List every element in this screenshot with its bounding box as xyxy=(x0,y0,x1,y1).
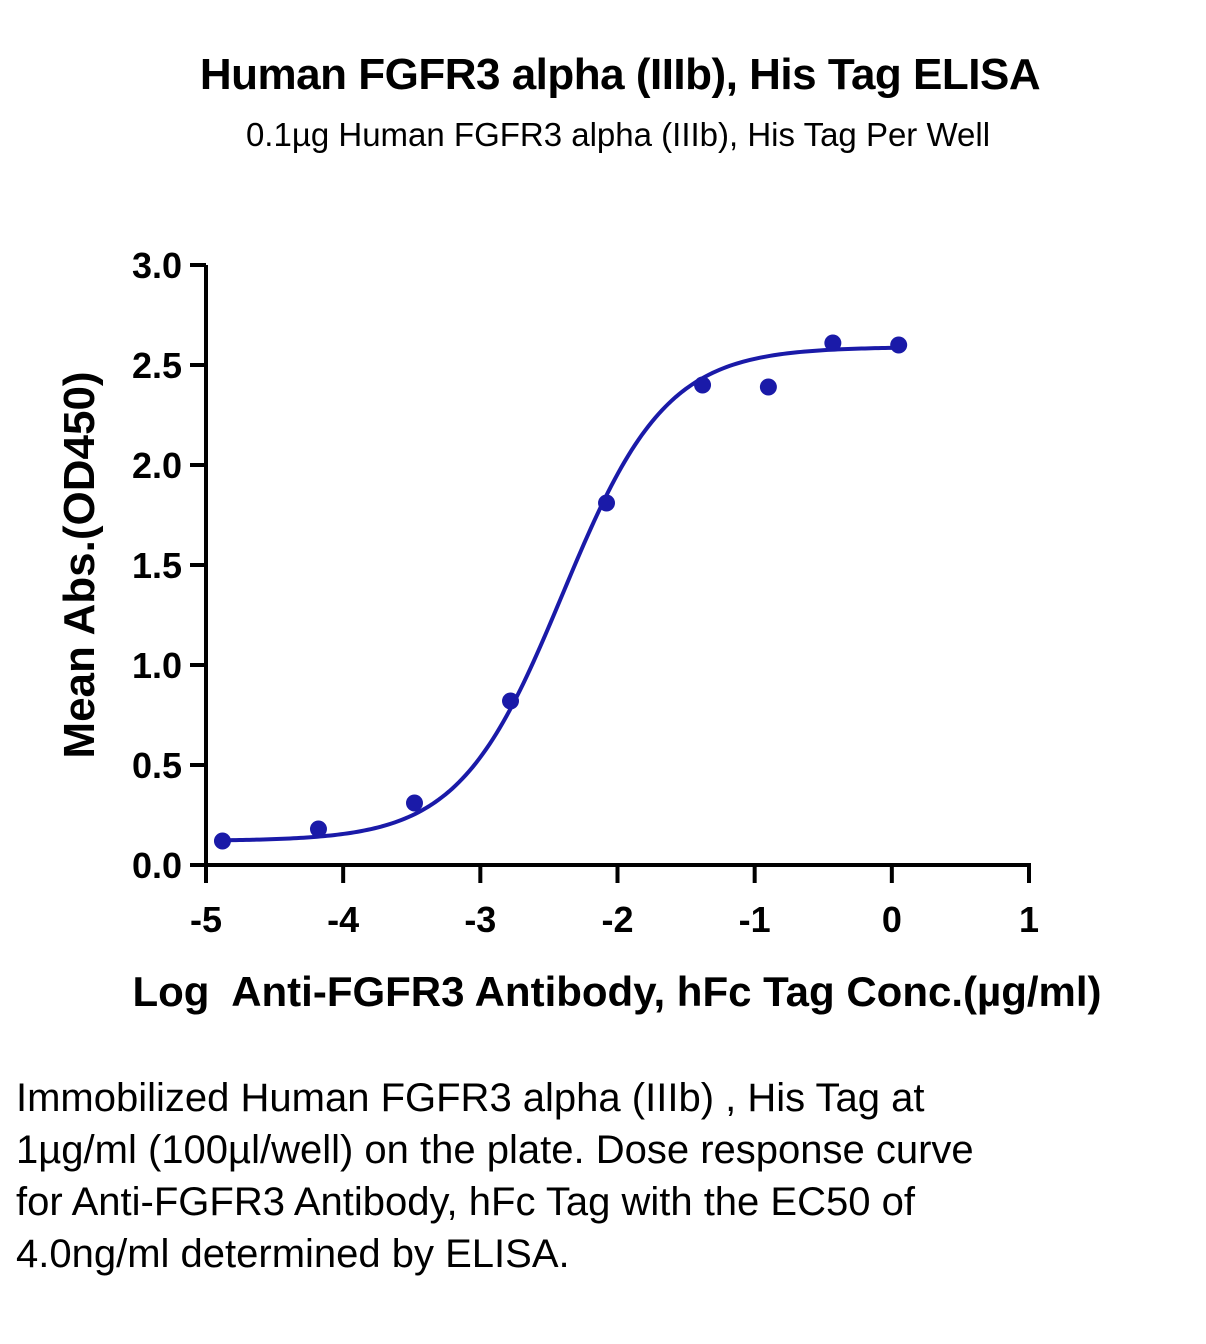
data-point xyxy=(405,794,423,812)
chart-subtitle: 0.1µg Human FGFR3 alpha (IIIb), His Tag … xyxy=(245,116,991,153)
data-point xyxy=(213,832,231,850)
data-point xyxy=(890,336,908,354)
data-point xyxy=(759,378,777,396)
y-axis: 0.0 0.5 1.0 1.5 2.0 2.5 3.0 xyxy=(132,245,208,886)
y-tick-label: 1.5 xyxy=(132,545,182,586)
y-tick-label: 0.5 xyxy=(132,745,182,786)
chart-plot: 0.0 0.5 1.0 1.5 2.0 2.5 3.0 -5 -4 -3 -2 -1 0 1 Mean … xyxy=(55,245,1102,1015)
x-tick-label: -5 xyxy=(190,899,222,940)
chart-title: Human FGFR3 alpha (IIIb), His Tag ELISA xyxy=(199,50,1041,99)
figure-caption: Immobilized Human FGFR3 alpha (IIIb) , H… xyxy=(16,1076,974,1276)
data-point xyxy=(309,820,327,838)
y-axis-label: Mean Abs.(OD450) xyxy=(55,371,104,758)
data-point xyxy=(502,692,520,710)
x-tick-label: 0 xyxy=(882,899,902,940)
x-tick-label: 1 xyxy=(1019,899,1039,940)
y-tick-label: 1.0 xyxy=(132,645,182,686)
y-tick-label: 3.0 xyxy=(132,245,182,286)
data-point xyxy=(598,494,616,512)
x-tick-label: -4 xyxy=(327,899,359,940)
y-tick-label: 2.0 xyxy=(132,445,182,486)
x-axis-label: Log Anti-FGFR3 Antibody, hFc Tag Conc.(µ… xyxy=(132,968,1101,1015)
fit-curve xyxy=(222,345,899,843)
data-point xyxy=(694,376,712,394)
x-tick-label: -3 xyxy=(464,899,496,940)
data-point xyxy=(824,334,842,352)
y-tick-label: 0.0 xyxy=(132,845,182,886)
x-tick-label: -1 xyxy=(739,899,771,940)
x-tick-label: -2 xyxy=(601,899,633,940)
y-tick-label: 2.5 xyxy=(132,345,182,386)
x-axis: -5 -4 -3 -2 -1 0 1 xyxy=(190,863,1039,940)
